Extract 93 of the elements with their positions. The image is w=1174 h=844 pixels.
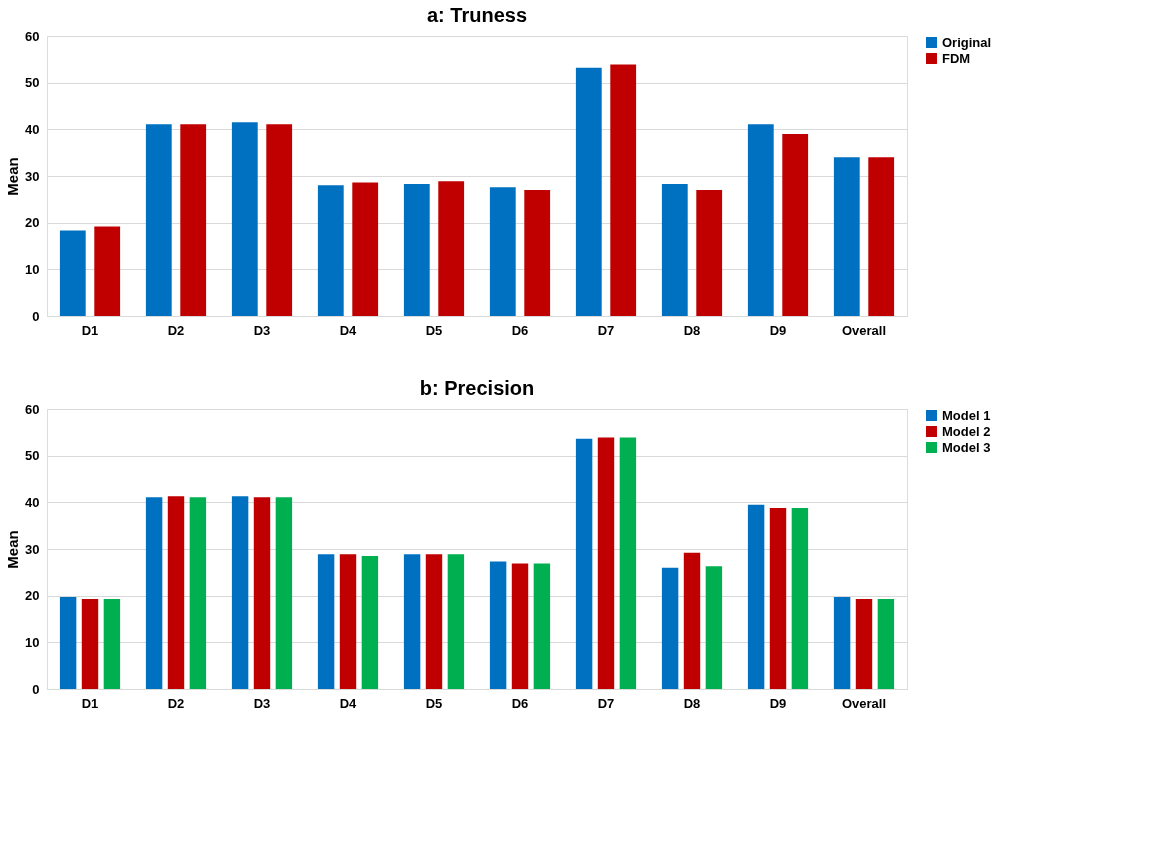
y-tick-label: 50 — [25, 448, 40, 464]
bar — [145, 497, 163, 689]
y-tick-label: 20 — [25, 215, 40, 231]
x-tick-label: D7 — [597, 695, 615, 711]
x-tick-label: D9 — [769, 322, 787, 338]
bar — [231, 122, 258, 316]
y-tick-label: 10 — [25, 261, 40, 277]
bar — [619, 437, 637, 689]
bar — [180, 124, 207, 316]
bar — [253, 497, 271, 689]
bar — [610, 64, 637, 316]
y-tick-label: 10 — [25, 634, 40, 650]
x-tick-label: Overall — [841, 695, 887, 711]
x-tick-label: D5 — [425, 322, 443, 338]
bar — [489, 187, 516, 316]
legend-label: Model 1 — [942, 407, 991, 423]
y-axis-title: Mean — [4, 530, 22, 569]
bar — [833, 157, 860, 316]
y-tick-label: 50 — [25, 75, 40, 91]
y-axis-title: Mean — [4, 157, 22, 196]
bar — [94, 226, 121, 316]
x-tick-label: D5 — [425, 695, 443, 711]
bar — [189, 497, 207, 689]
bar — [167, 496, 185, 689]
x-tick-label: D9 — [769, 695, 787, 711]
bar — [661, 183, 688, 316]
bar — [425, 554, 443, 689]
bar — [868, 157, 895, 316]
bar — [403, 554, 421, 689]
bar — [747, 124, 774, 316]
bar — [833, 597, 851, 689]
bar — [533, 563, 551, 689]
bar — [747, 504, 765, 689]
bar — [317, 185, 344, 316]
x-tick-label: D3 — [253, 322, 271, 338]
bar — [339, 554, 357, 689]
bar — [855, 598, 873, 689]
x-tick-label: D2 — [167, 322, 185, 338]
chart-title: b: Precision — [419, 377, 535, 399]
bar — [59, 230, 86, 316]
bar — [511, 563, 529, 689]
y-tick-label: 0 — [32, 681, 40, 697]
bar — [59, 597, 77, 689]
bar — [524, 190, 551, 316]
x-tick-label: D3 — [253, 695, 271, 711]
legend-label: Model 3 — [942, 439, 991, 455]
bar — [266, 124, 293, 316]
bar — [361, 556, 379, 689]
y-tick-label: 60 — [25, 401, 40, 417]
x-tick-label: D2 — [167, 695, 185, 711]
bar — [103, 598, 121, 689]
legend-label: Original — [942, 34, 992, 50]
bar — [447, 554, 465, 689]
bar — [683, 552, 701, 689]
y-tick-label: 40 — [25, 121, 40, 137]
bar — [597, 437, 615, 689]
x-tick-label: D6 — [511, 322, 529, 338]
bar — [877, 598, 895, 689]
bar — [231, 496, 249, 689]
legend-label: FDM — [942, 50, 971, 66]
y-tick-label: 40 — [25, 494, 40, 510]
bar — [705, 566, 723, 689]
bar — [696, 190, 723, 316]
x-tick-label: D1 — [81, 695, 99, 711]
bar — [769, 507, 787, 689]
x-tick-label: D7 — [597, 322, 615, 338]
y-tick-label: 20 — [25, 588, 40, 604]
x-tick-label: D6 — [511, 695, 529, 711]
bar — [661, 567, 679, 689]
x-tick-label: D8 — [683, 695, 701, 711]
x-tick-label: D4 — [339, 322, 358, 338]
bar — [317, 554, 335, 689]
y-tick-label: 60 — [25, 28, 40, 44]
bar — [403, 183, 430, 316]
bar — [489, 561, 507, 689]
bar — [791, 507, 809, 689]
y-tick-label: 0 — [32, 308, 40, 324]
bar — [275, 497, 293, 689]
bar — [145, 124, 172, 316]
x-tick-label: D1 — [81, 322, 99, 338]
y-tick-label: 30 — [25, 168, 40, 184]
legend-label: Model 2 — [942, 423, 991, 439]
x-tick-label: Overall — [841, 322, 887, 338]
x-tick-label: D4 — [339, 695, 358, 711]
bar — [575, 67, 602, 316]
chart-title: a: Truness — [426, 4, 528, 26]
bar — [81, 598, 99, 689]
x-tick-label: D8 — [683, 322, 701, 338]
bar — [575, 438, 593, 689]
y-tick-label: 30 — [25, 541, 40, 557]
bar — [438, 181, 465, 316]
bar — [352, 182, 379, 316]
bar — [782, 134, 809, 316]
